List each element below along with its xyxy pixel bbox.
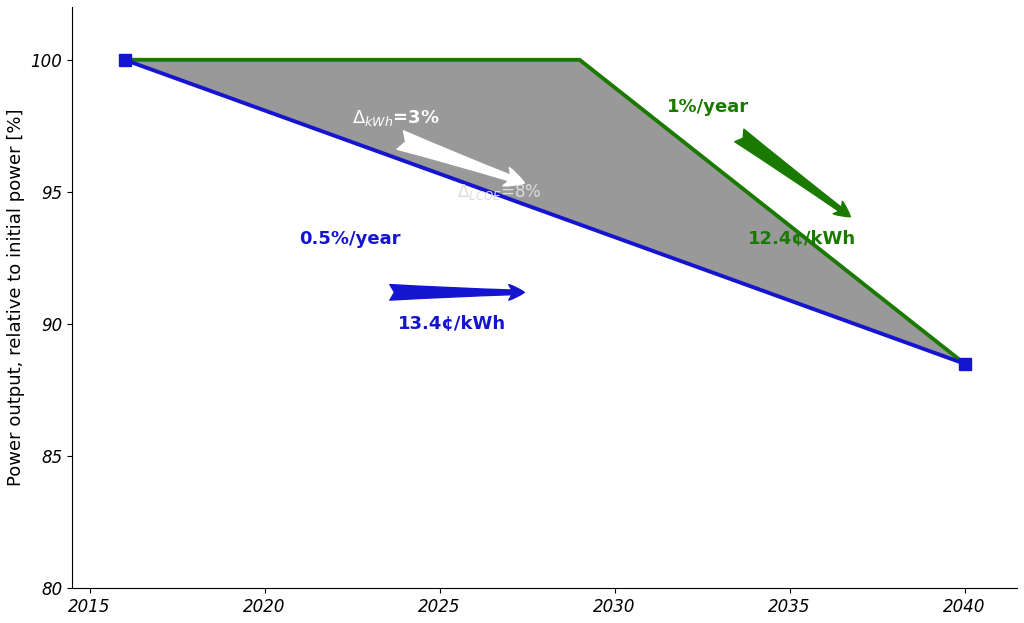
Text: 1%/year: 1%/year <box>667 98 750 117</box>
Y-axis label: Power output, relative to initial power [%]: Power output, relative to initial power … <box>7 109 25 487</box>
Text: 0.5%/year: 0.5%/year <box>300 231 401 249</box>
Text: $\Delta_{LCOE}$=8%: $\Delta_{LCOE}$=8% <box>457 182 542 202</box>
Text: 12.4¢/kWh: 12.4¢/kWh <box>748 231 856 249</box>
Text: $\Delta_{kWh}$=3%: $\Delta_{kWh}$=3% <box>352 108 440 128</box>
Text: 13.4¢/kWh: 13.4¢/kWh <box>397 315 506 333</box>
